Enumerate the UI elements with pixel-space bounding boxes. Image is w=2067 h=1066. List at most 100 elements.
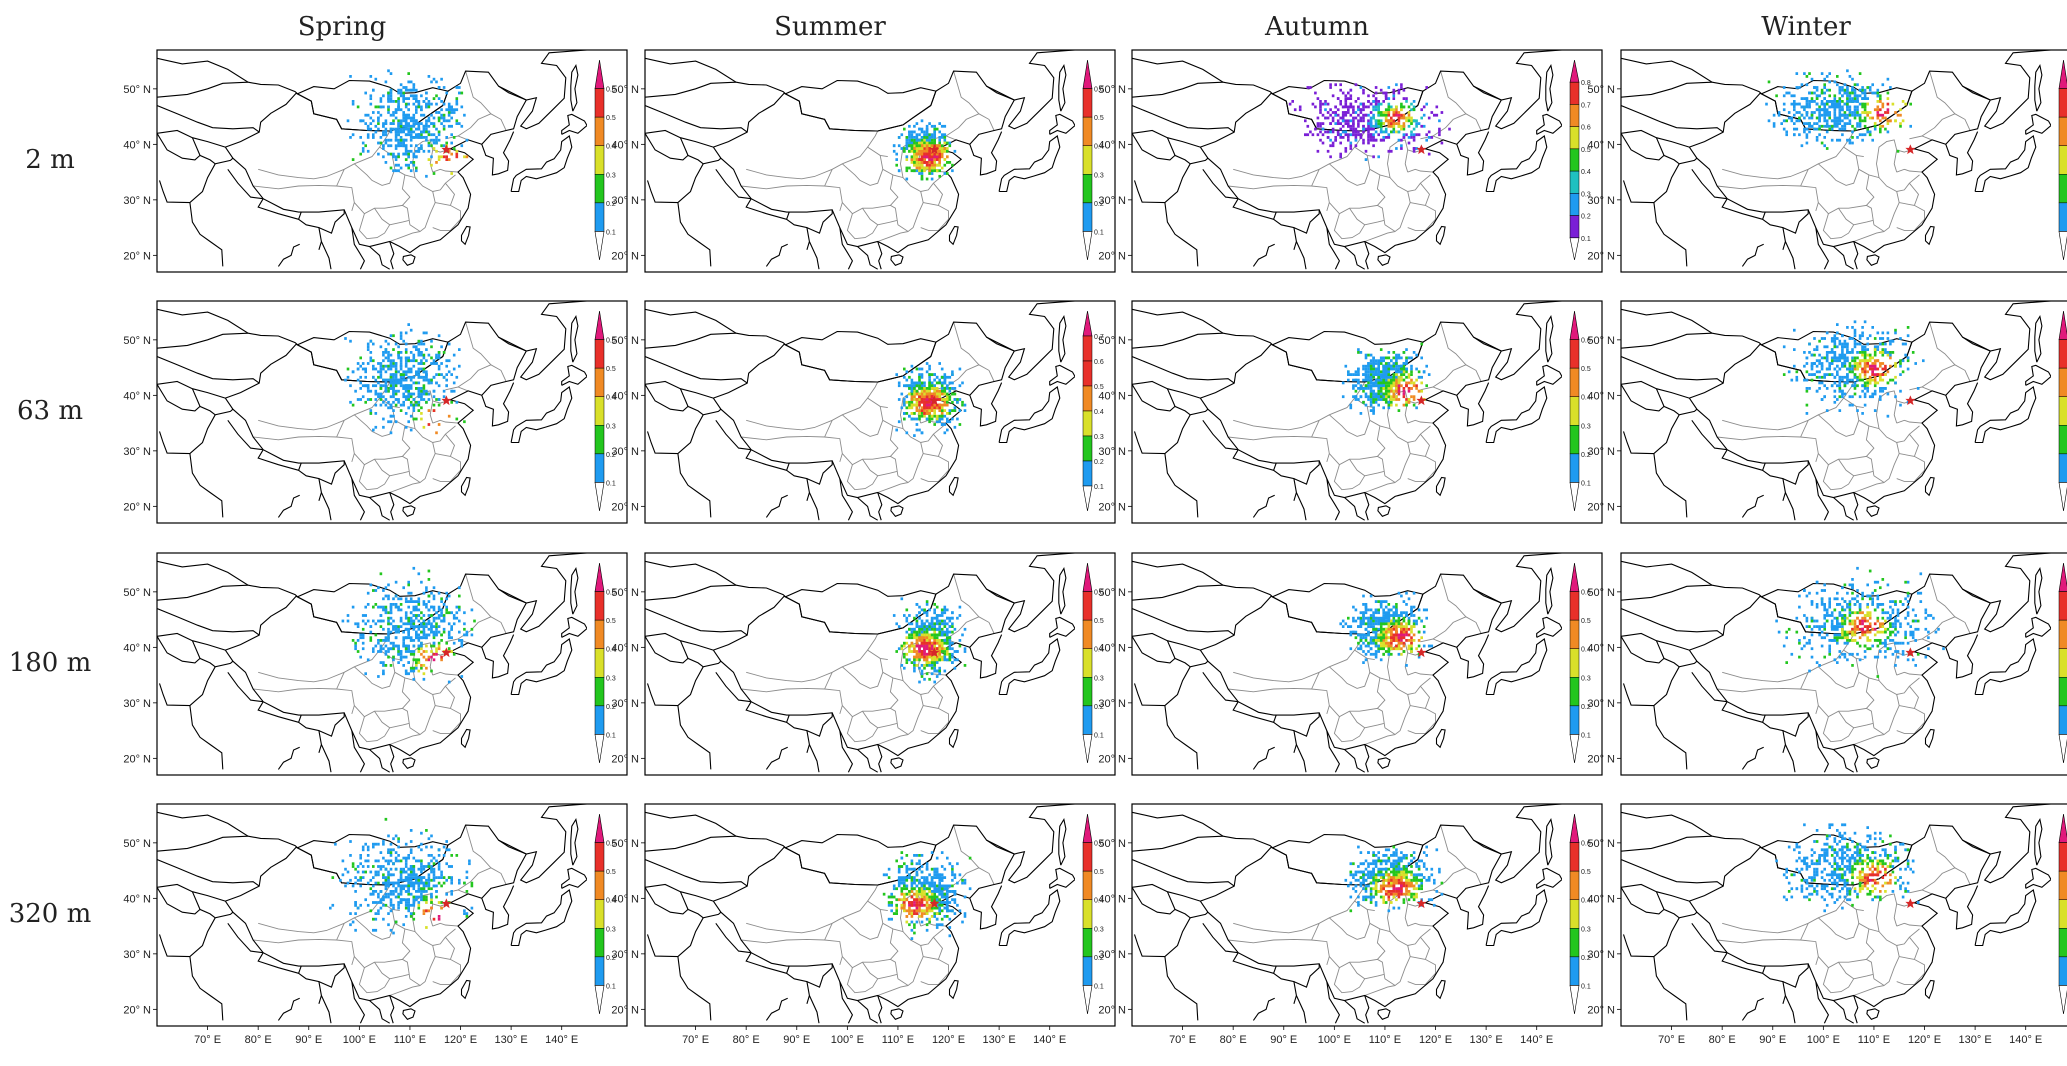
probability-cell [928, 404, 931, 407]
probability-cell [400, 131, 403, 134]
probability-cell [1393, 128, 1396, 131]
probability-cell [390, 334, 393, 337]
probability-cell [1385, 362, 1388, 365]
probability-cell [430, 122, 433, 125]
probability-cell [1818, 376, 1821, 379]
probability-cell [916, 164, 919, 167]
probability-cell [1811, 373, 1814, 376]
probability-cell [1398, 379, 1401, 382]
probability-cell [1408, 387, 1411, 390]
probability-cell [1365, 393, 1368, 396]
probability-cell [1420, 125, 1423, 128]
probability-cell [1413, 398, 1416, 401]
probability-cell [1395, 106, 1398, 109]
probability-cell [438, 158, 441, 161]
probability-cell [370, 340, 373, 343]
probability-cell [1823, 373, 1826, 376]
probability-cell [1859, 373, 1862, 376]
probability-cell [1849, 370, 1852, 373]
probability-cell [461, 92, 464, 95]
probability-cell [382, 122, 385, 125]
probability-cell [1874, 351, 1877, 354]
probability-cell [1413, 395, 1416, 398]
probability-cell [430, 592, 433, 595]
probability-cell [946, 395, 949, 398]
probability-cell [1856, 379, 1859, 382]
probability-cell [456, 418, 459, 421]
probability-cell [906, 136, 909, 139]
probability-cell [400, 365, 403, 368]
probability-cell [418, 150, 421, 153]
probability-cell [1806, 379, 1809, 382]
probability-cell [1844, 357, 1847, 360]
probability-cell [443, 376, 446, 379]
probability-cell [420, 131, 423, 134]
probability-cell [1874, 376, 1877, 379]
probability-cell [1839, 354, 1842, 357]
probability-cell [1892, 340, 1895, 343]
probability-cell [1355, 370, 1358, 373]
probability-cell [443, 86, 446, 89]
probability-cell [1410, 136, 1413, 139]
probability-cell [908, 125, 911, 128]
probability-cell [1388, 370, 1391, 373]
probability-cell [1907, 368, 1910, 371]
probability-cell [1854, 111, 1857, 114]
probability-cell [941, 167, 944, 170]
probability-cell [1821, 100, 1824, 103]
probability-cell [1377, 368, 1380, 371]
probability-cell [1861, 379, 1864, 382]
probability-cell [1869, 86, 1872, 89]
probability-cell [1854, 343, 1857, 346]
probability-cell [1418, 122, 1421, 125]
probability-cell [445, 142, 448, 145]
probability-cell [1823, 103, 1826, 106]
probability-cell [954, 406, 957, 409]
probability-cell [1375, 108, 1378, 111]
probability-cell [944, 373, 947, 376]
probability-cell [944, 172, 947, 175]
probability-cell [435, 398, 438, 401]
probability-cell [1854, 340, 1857, 343]
probability-cell [390, 359, 393, 362]
probability-cell [428, 423, 431, 426]
probability-cell [433, 642, 436, 645]
probability-cell [425, 603, 428, 606]
probability-cell [418, 409, 421, 412]
probability-cell [387, 139, 390, 142]
probability-cell [1788, 370, 1791, 373]
probability-cell [1796, 119, 1799, 122]
probability-cell [466, 631, 469, 634]
probability-cell [362, 384, 365, 387]
probability-cell [395, 169, 398, 172]
probability-cell [901, 393, 904, 396]
probability-cell [1861, 97, 1864, 100]
probability-cell [387, 92, 390, 95]
probability-cell [375, 131, 378, 134]
probability-cell [392, 111, 395, 114]
probability-cell [1849, 75, 1852, 78]
colorbar-segment [595, 368, 604, 397]
probability-cell [370, 128, 373, 131]
probability-cell [354, 647, 357, 650]
probability-cell [433, 658, 436, 661]
probability-cell [916, 384, 919, 387]
probability-cell [413, 161, 416, 164]
probability-cell [903, 404, 906, 407]
probability-cell [1887, 122, 1890, 125]
probability-cell [1398, 117, 1401, 120]
probability-cell [461, 144, 464, 147]
probability-cell [438, 642, 441, 645]
probability-cell [1380, 131, 1383, 134]
probability-cell [1859, 114, 1862, 117]
probability-cell [1889, 119, 1892, 122]
probability-cell [941, 423, 944, 426]
probability-cell [1834, 100, 1837, 103]
probability-cell [1856, 111, 1859, 114]
probability-cell [1859, 395, 1862, 398]
probability-cell [1768, 119, 1771, 122]
probability-cell [430, 133, 433, 136]
probability-cell [1839, 89, 1842, 92]
probability-cell [415, 382, 418, 385]
probability-cell [1395, 83, 1398, 86]
